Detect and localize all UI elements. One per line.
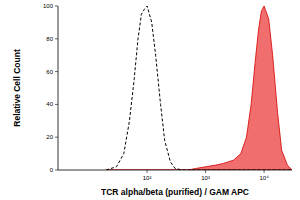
chart: 0 20 40 60 80 100 10² 10³ 10⁴ TCR alpha/beta (pur… (0, 0, 300, 200)
x-tick (147, 170, 148, 173)
y-tick-label: 80 (46, 36, 53, 42)
y-tick-label: 60 (46, 69, 53, 75)
x-tick (205, 170, 206, 173)
y-tick (55, 137, 58, 138)
histogram-line (106, 6, 292, 170)
x-tick-label: 10³ (201, 175, 210, 181)
x-axis (58, 170, 292, 171)
y-tick (55, 170, 58, 171)
x-tick-label: 10² (143, 175, 152, 181)
plot-area (106, 6, 292, 170)
y-tick-label: 40 (46, 101, 53, 107)
y-axis (58, 6, 59, 170)
y-tick-label: 20 (46, 134, 53, 140)
x-tick-label: 10⁴ (259, 175, 269, 181)
x-tick (264, 170, 265, 173)
y-tick-label: 0 (50, 167, 54, 173)
y-tick (55, 38, 58, 39)
x-axis-title: TCR alpha/beta (purified) / GAM APC (101, 187, 249, 197)
y-tick-label: 100 (43, 3, 54, 9)
y-tick (55, 71, 58, 72)
y-axis-title: Relative Cell Count (12, 49, 22, 127)
y-tick (55, 104, 58, 105)
y-tick (55, 6, 58, 7)
histogram-area (106, 6, 292, 170)
